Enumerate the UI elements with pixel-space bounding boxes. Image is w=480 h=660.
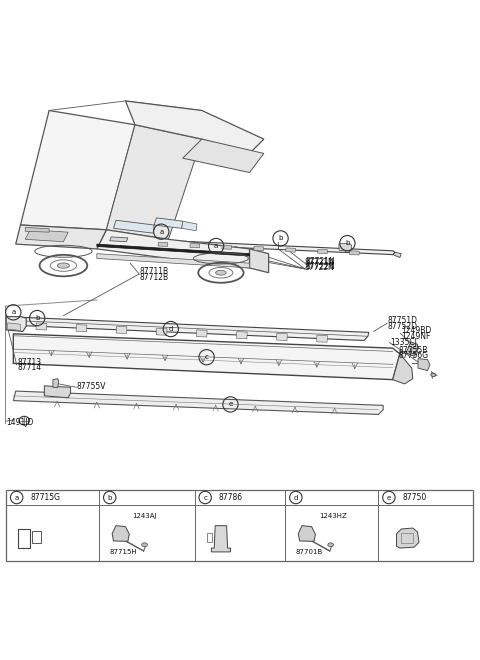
- Text: 87722N: 87722N: [304, 263, 334, 272]
- Polygon shape: [411, 348, 418, 355]
- Text: b: b: [108, 494, 112, 500]
- Text: 1249BD: 1249BD: [401, 327, 432, 335]
- Text: 87715G: 87715G: [30, 493, 60, 502]
- Polygon shape: [276, 333, 288, 341]
- Polygon shape: [339, 243, 352, 251]
- Polygon shape: [250, 249, 269, 273]
- Text: 87713: 87713: [17, 358, 41, 367]
- Text: 87714: 87714: [17, 363, 41, 372]
- Polygon shape: [317, 335, 327, 343]
- Polygon shape: [393, 252, 401, 257]
- Text: e: e: [387, 494, 391, 500]
- Text: 1249NF: 1249NF: [401, 332, 431, 341]
- Polygon shape: [182, 221, 197, 231]
- Polygon shape: [298, 525, 315, 541]
- Polygon shape: [156, 328, 167, 335]
- Polygon shape: [53, 379, 59, 387]
- Text: c: c: [204, 354, 208, 360]
- Ellipse shape: [142, 543, 147, 546]
- Text: 1491JD: 1491JD: [6, 418, 34, 426]
- Polygon shape: [13, 317, 369, 341]
- Text: 87712B: 87712B: [140, 273, 169, 282]
- Bar: [32, 531, 40, 543]
- Polygon shape: [396, 528, 419, 548]
- Polygon shape: [25, 230, 68, 242]
- Polygon shape: [418, 358, 430, 370]
- Polygon shape: [254, 246, 264, 251]
- Text: 87755B: 87755B: [398, 346, 428, 354]
- Polygon shape: [237, 331, 247, 339]
- Polygon shape: [112, 525, 129, 541]
- Polygon shape: [97, 253, 250, 268]
- Polygon shape: [25, 228, 49, 232]
- Text: 1243HZ: 1243HZ: [319, 513, 347, 519]
- Polygon shape: [393, 354, 413, 384]
- Text: d: d: [294, 494, 298, 500]
- Polygon shape: [116, 327, 127, 333]
- Ellipse shape: [431, 373, 436, 376]
- Polygon shape: [97, 230, 250, 268]
- Text: d: d: [168, 326, 173, 332]
- Text: b: b: [278, 236, 283, 242]
- Text: a: a: [159, 229, 163, 235]
- Text: 87715H: 87715H: [110, 549, 137, 555]
- Polygon shape: [107, 125, 202, 240]
- Polygon shape: [13, 334, 400, 379]
- Text: 87786: 87786: [218, 493, 243, 502]
- Polygon shape: [196, 330, 207, 337]
- Text: a: a: [214, 243, 218, 249]
- Polygon shape: [114, 220, 154, 233]
- Bar: [18, 529, 30, 548]
- Polygon shape: [318, 249, 327, 253]
- Ellipse shape: [58, 263, 70, 268]
- Polygon shape: [211, 525, 230, 552]
- Text: 87722N: 87722N: [305, 262, 335, 271]
- Polygon shape: [13, 391, 383, 414]
- Polygon shape: [125, 101, 264, 153]
- Polygon shape: [190, 244, 200, 248]
- Polygon shape: [16, 225, 107, 249]
- Polygon shape: [110, 237, 128, 242]
- Text: 87755V: 87755V: [77, 382, 106, 391]
- Text: 87721N: 87721N: [304, 258, 334, 267]
- Polygon shape: [222, 245, 232, 249]
- Bar: [206, 533, 212, 543]
- Text: 87750: 87750: [402, 493, 427, 502]
- Text: b: b: [345, 240, 349, 246]
- Polygon shape: [406, 342, 418, 356]
- Polygon shape: [21, 110, 135, 230]
- Text: 1243AJ: 1243AJ: [132, 513, 157, 519]
- Text: 87711B: 87711B: [140, 267, 169, 277]
- Text: 87721N: 87721N: [305, 257, 335, 266]
- Text: a: a: [14, 494, 19, 500]
- Polygon shape: [286, 248, 295, 252]
- Text: 1335CJ: 1335CJ: [390, 338, 417, 347]
- Text: a: a: [11, 310, 15, 315]
- Polygon shape: [6, 317, 26, 331]
- Polygon shape: [349, 251, 359, 255]
- Text: 87751D: 87751D: [388, 316, 418, 325]
- Text: 87752D: 87752D: [388, 321, 418, 331]
- Polygon shape: [137, 240, 395, 255]
- Bar: [401, 533, 413, 543]
- Polygon shape: [158, 242, 168, 246]
- Polygon shape: [183, 139, 264, 172]
- Text: 87701B: 87701B: [296, 549, 323, 555]
- Text: e: e: [228, 401, 233, 407]
- Text: 87756G: 87756G: [398, 351, 429, 360]
- Polygon shape: [76, 325, 87, 332]
- Text: c: c: [203, 494, 207, 500]
- Ellipse shape: [216, 271, 226, 275]
- Polygon shape: [8, 323, 21, 331]
- Polygon shape: [44, 386, 71, 398]
- Polygon shape: [97, 244, 250, 256]
- Ellipse shape: [328, 543, 334, 546]
- Bar: [6, 490, 473, 562]
- Polygon shape: [36, 323, 47, 330]
- Text: b: b: [35, 315, 39, 321]
- Polygon shape: [154, 218, 183, 228]
